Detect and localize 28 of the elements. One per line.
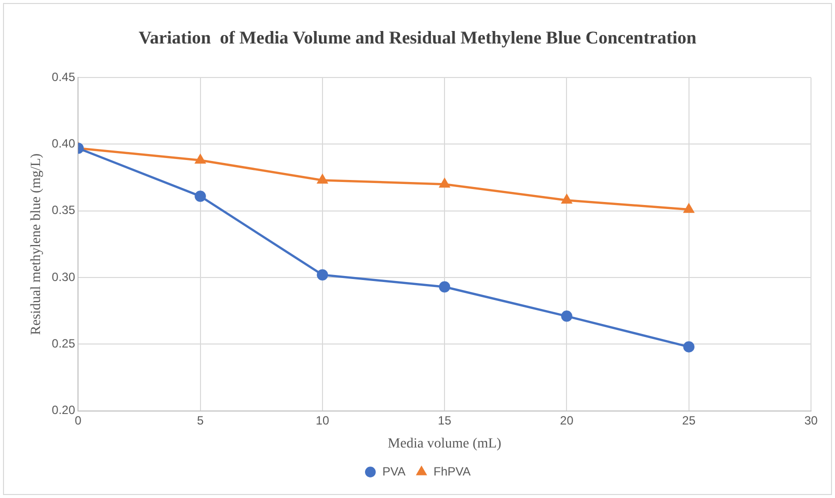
point <box>438 281 450 292</box>
point <box>317 174 328 184</box>
chart-title: Variation of Media Volume and Residual Methylene Blue Concentration <box>138 27 696 48</box>
x-tick-label: 15 <box>438 413 452 428</box>
y-tick-label: 0.45 <box>52 70 76 84</box>
legend-label: PVA <box>382 464 406 478</box>
y-tick-label: 0.30 <box>52 270 76 284</box>
legend-label: FhPVA <box>434 464 471 478</box>
y-tick-label: 0.35 <box>52 203 76 218</box>
point <box>684 204 694 213</box>
point <box>195 154 206 164</box>
x-tick-label: 5 <box>196 413 204 428</box>
x-axis-title: Media volume (mL) <box>388 436 502 452</box>
x-tick-label: 10 <box>316 413 330 428</box>
point <box>440 178 450 188</box>
y-axis-title: Residual methylene blue (mg/L) <box>29 153 44 335</box>
point <box>683 341 694 352</box>
x-tick-label: 0 <box>74 413 82 428</box>
y-tick-label: 0.20 <box>52 403 76 418</box>
point <box>316 269 328 280</box>
point <box>561 310 572 322</box>
x-tick-label: 20 <box>560 413 574 428</box>
point <box>562 194 572 204</box>
x-tick-label: 25 <box>682 413 696 428</box>
y-tick-label: 0.25 <box>52 336 76 350</box>
y-tick-label: 0.40 <box>52 136 76 151</box>
x-tick-label: 30 <box>804 413 818 428</box>
point <box>194 190 206 202</box>
